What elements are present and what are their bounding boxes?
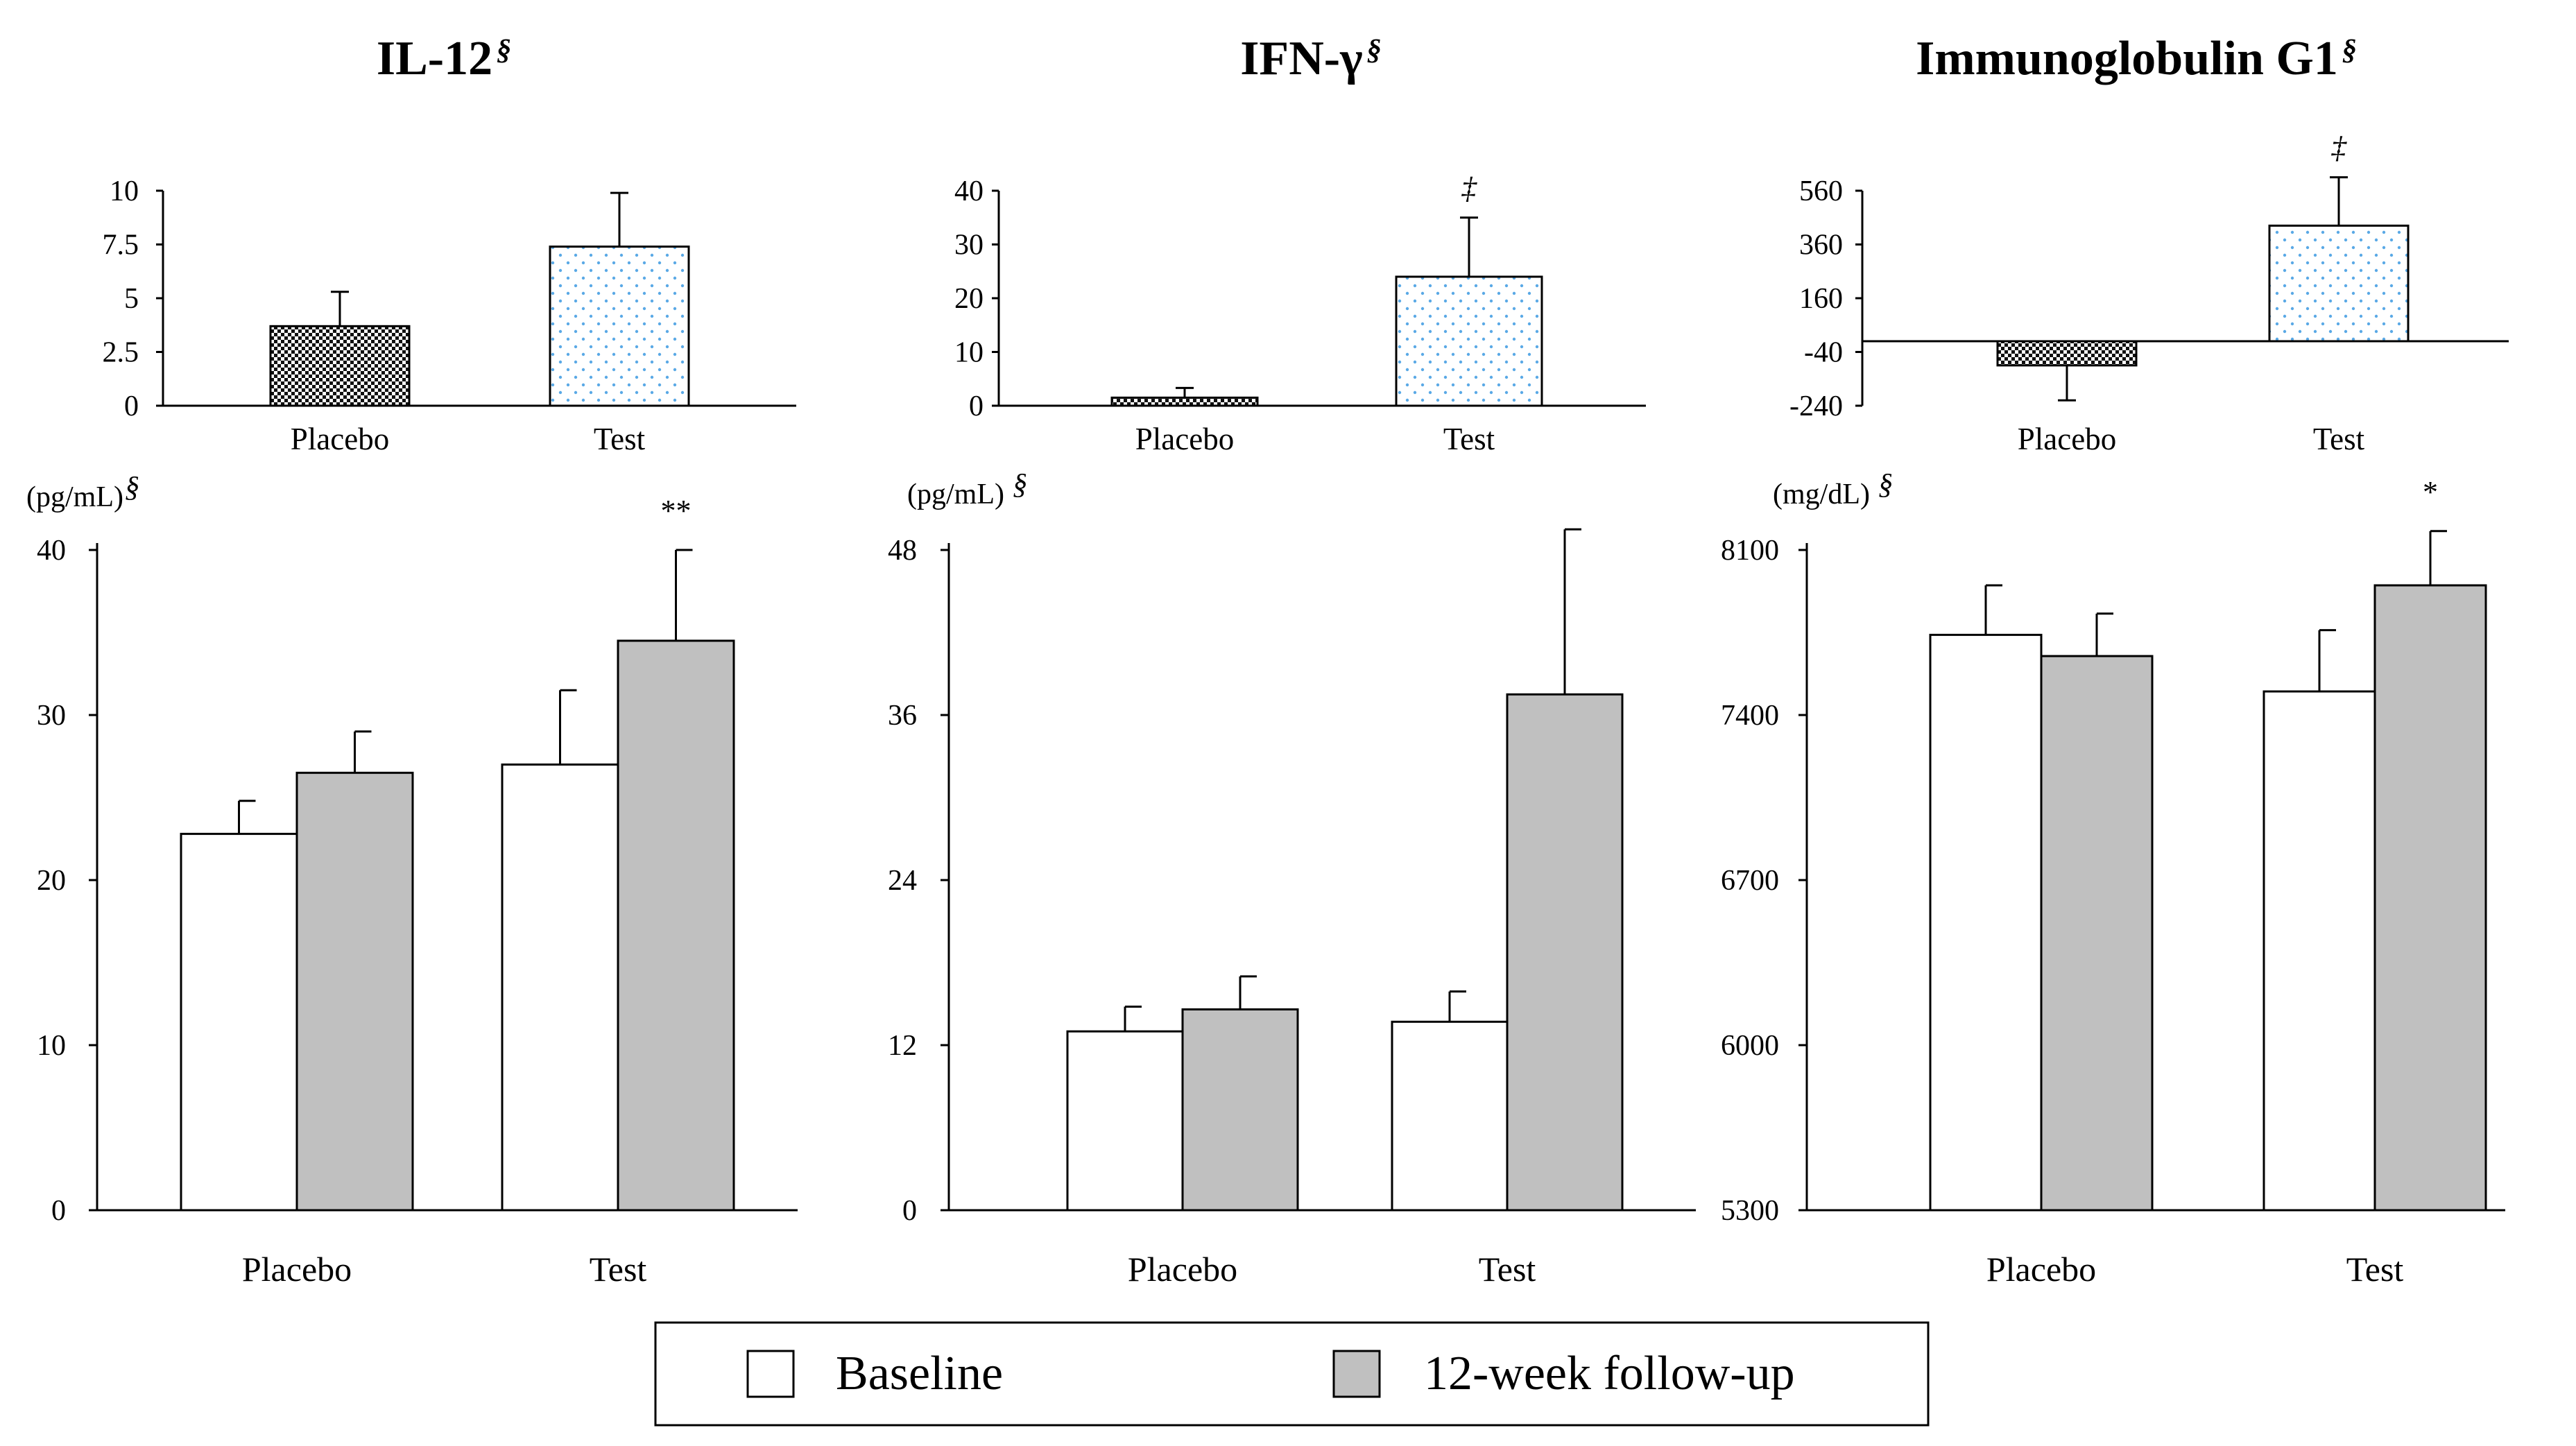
- y-tick-label: 8100: [1721, 535, 1779, 567]
- y-tick-label: 36: [888, 700, 917, 732]
- panel-igg1: Immunoglobulin G1 § -240 -40 160 360 560 Place…: [1721, 32, 2509, 1289]
- y-tick-label: 10: [954, 337, 984, 369]
- change-bar: [1110, 396, 1259, 407]
- y-tick-label: 10: [110, 175, 139, 207]
- change-bar: [1996, 340, 2138, 367]
- bar-baseline: [1929, 633, 2043, 1212]
- category-label: Test: [2346, 1250, 2404, 1289]
- legend-frame: [654, 1321, 1930, 1427]
- significance-mark: *: [2423, 475, 2438, 509]
- main-chart: 0 10 20 30 40 Placebo Test **: [37, 494, 798, 1289]
- panel-il12: IL-12 § 0 2.5 5 7.5 10 Placebo Test (pg/mL)§ 0 1…: [26, 32, 798, 1289]
- y-tick-label: 30: [954, 230, 984, 261]
- category-label: Test: [590, 1250, 647, 1289]
- y-tick-label: 0: [51, 1195, 66, 1227]
- unit-label: (pg/mL)§: [26, 472, 139, 513]
- y-tick-label: 0: [902, 1195, 917, 1227]
- change-bar: [269, 325, 411, 407]
- change-bar: [2268, 224, 2410, 343]
- panel-title: Immunoglobulin G1 §: [1916, 32, 2357, 85]
- change-chart: -240 -40 160 360 560 Placebo Test ‡: [1789, 131, 2509, 456]
- legend: Baseline 12-week follow-up: [654, 1321, 1930, 1427]
- category-label: Placebo: [1986, 1250, 2096, 1289]
- y-tick-label: 5: [124, 283, 139, 315]
- y-tick-label: 0: [969, 390, 984, 422]
- y-tick-label: -240: [1789, 390, 1843, 422]
- y-tick-label: 6700: [1721, 865, 1779, 897]
- y-tick-label: 5300: [1721, 1195, 1779, 1227]
- main-chart: 5300 6000 6700 7400 8100 Placebo Test *: [1721, 475, 2505, 1289]
- y-tick-label: 12: [888, 1030, 917, 1062]
- legend-swatch-baseline: [746, 1350, 795, 1398]
- category-label: Placebo: [1128, 1250, 1237, 1289]
- y-tick-label: -40: [1804, 337, 1843, 369]
- y-tick-label: 20: [954, 283, 984, 315]
- category-label: Test: [594, 422, 646, 456]
- bar-baseline: [501, 763, 619, 1212]
- y-tick-label: 160: [1799, 283, 1843, 315]
- legend-label-baseline: Baseline: [836, 1347, 1003, 1400]
- y-tick-label: 30: [37, 700, 66, 732]
- panel-ifn-gamma: IFN-γ § 0 10 20 30 40 Placebo Test ‡ (pg/mL) § 0 1…: [888, 32, 1696, 1289]
- y-tick-label: 360: [1799, 230, 1843, 261]
- bar-followup: [2373, 584, 2487, 1212]
- bar-followup: [1506, 693, 1624, 1212]
- y-tick-label: 20: [37, 865, 66, 897]
- y-tick-label: 0: [124, 390, 139, 422]
- bar-followup: [295, 771, 414, 1212]
- y-tick-label: 7.5: [103, 230, 139, 261]
- y-tick-label: 560: [1799, 175, 1843, 207]
- y-tick-label: 2.5: [103, 337, 139, 369]
- change-chart: 0 2.5 5 7.5 10 Placebo Test: [103, 175, 796, 456]
- y-tick-label: 24: [888, 865, 917, 897]
- panel-title: IL-12 §: [377, 32, 511, 85]
- category-label: Placebo: [242, 1250, 352, 1289]
- y-tick-label: 10: [37, 1030, 66, 1062]
- category-label: Placebo: [2018, 422, 2116, 456]
- unit-label: (pg/mL)§: [907, 469, 1027, 510]
- bar-baseline: [1391, 1020, 1509, 1212]
- legend-swatch-followup: [1332, 1350, 1381, 1398]
- y-tick-label: 40: [954, 175, 984, 207]
- change-chart: 0 10 20 30 40 Placebo Test ‡: [954, 171, 1646, 456]
- significance-mark: ‡: [1461, 171, 1477, 205]
- category-label: Placebo: [291, 422, 389, 456]
- y-tick-label: 7400: [1721, 700, 1779, 732]
- category-label: Test: [1443, 422, 1495, 456]
- bar-followup: [2040, 655, 2154, 1212]
- bar-followup: [617, 639, 735, 1212]
- y-tick-label: 40: [37, 535, 66, 567]
- bar-followup: [1181, 1008, 1299, 1212]
- significance-mark: **: [661, 494, 692, 528]
- main-chart: 0 12 24 36 48 Placebo Test: [888, 528, 1696, 1289]
- change-bar: [549, 246, 690, 407]
- significance-mark: ‡: [2331, 131, 2347, 165]
- legend-label-followup: 12-week follow-up: [1424, 1347, 1795, 1400]
- bar-baseline: [1066, 1030, 1184, 1212]
- bar-baseline: [180, 832, 298, 1212]
- panel-title: IFN-γ §: [1240, 32, 1382, 85]
- category-label: Test: [1479, 1250, 1536, 1289]
- unit-label: (mg/dL) §: [1773, 469, 1893, 510]
- bar-baseline: [2262, 690, 2376, 1212]
- category-label: Test: [2313, 422, 2365, 456]
- category-label: Placebo: [1135, 422, 1234, 456]
- change-bar: [1395, 275, 1543, 407]
- y-tick-label: 48: [888, 535, 917, 567]
- y-tick-label: 6000: [1721, 1030, 1779, 1062]
